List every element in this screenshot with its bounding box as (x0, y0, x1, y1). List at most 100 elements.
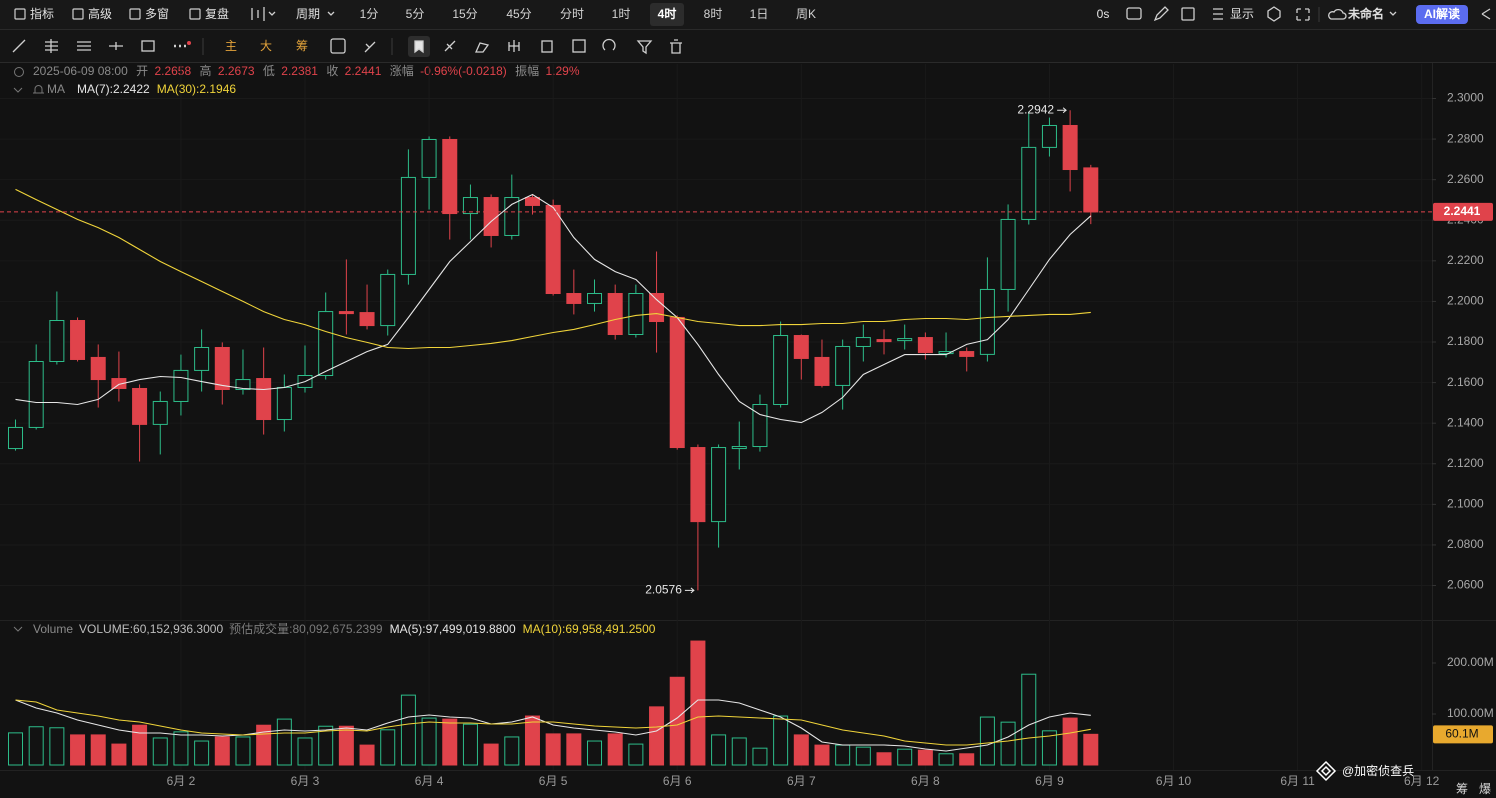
brush-tool[interactable] (474, 42, 490, 53)
extreme-label: 2.2942 (1017, 102, 1054, 116)
camera-icon[interactable] (1126, 7, 1142, 20)
interval-button[interactable]: 分时 (560, 7, 584, 21)
interval-button[interactable]: 4时 (658, 6, 677, 21)
volume-bar (28, 726, 44, 766)
indicator-button[interactable]: 主 (225, 39, 237, 53)
volume-bar (132, 724, 148, 766)
volume-bar (421, 717, 437, 766)
menu-button[interactable]: 指标 (30, 6, 54, 21)
sync-tool[interactable] (330, 38, 346, 54)
candle-body (897, 338, 913, 342)
fullscreen-icon[interactable] (1296, 8, 1310, 21)
menu-icon[interactable] (14, 8, 26, 20)
y-tick-label: 200.00M (1447, 655, 1494, 669)
layout-name[interactable]: 未命名 (1347, 6, 1384, 21)
interval-button[interactable]: 1日 (750, 7, 769, 21)
indicator-button[interactable]: 筹 (296, 39, 308, 53)
trend-line-tool[interactable] (12, 39, 26, 53)
menu-icon[interactable] (189, 8, 201, 20)
pattern-tool[interactable] (508, 40, 520, 52)
interval-button[interactable]: 周K (796, 7, 816, 21)
x-tick-label: 6月 2 (167, 774, 196, 788)
menu-icon[interactable] (72, 8, 84, 20)
info-icon[interactable] (14, 67, 24, 77)
candle-body (28, 360, 44, 428)
note-tool[interactable] (572, 39, 586, 53)
volume-bar (442, 718, 458, 766)
horizontal-line-tool[interactable] (109, 42, 123, 50)
collapse-icon[interactable] (13, 626, 23, 632)
cloud-icon[interactable] (1328, 8, 1347, 20)
interval-button[interactable]: 1时 (612, 7, 631, 21)
legend-title: MA (47, 82, 65, 96)
rectangle-tool[interactable] (141, 40, 155, 52)
watermark-logo (1315, 760, 1337, 782)
interval-button[interactable]: 45分 (506, 7, 531, 21)
menu-button[interactable]: 高级 (88, 6, 112, 21)
info-label: 高 (200, 63, 212, 78)
volume-bar (483, 743, 499, 766)
menu-icon[interactable] (129, 8, 141, 20)
labels: 2.30002.28002.26002.24002.22002.20002.18… (33, 82, 1494, 788)
lock-tool[interactable] (541, 40, 553, 53)
menu-button[interactable]: 复盘 (205, 6, 229, 21)
volume-bar (235, 736, 251, 766)
y-tick-label: 2.2800 (1447, 131, 1484, 145)
filter-tool[interactable] (636, 40, 653, 55)
candle-body (111, 378, 127, 389)
volume-bar (669, 676, 685, 766)
corner-tab[interactable]: 筹 (1456, 782, 1468, 796)
top-toolbar (0, 0, 1496, 29)
ohlc-info: 2025-06-09 08:00 开 2.2658 高 2.2673 低 2.2… (33, 63, 580, 78)
menu-button[interactable]: 多窗 (145, 7, 169, 21)
collapse-icon[interactable] (13, 87, 23, 93)
share-icon[interactable] (1481, 8, 1491, 20)
y-tick-label: 2.1000 (1447, 497, 1484, 511)
alert-icon[interactable] (33, 85, 44, 94)
ai-button[interactable]: AI解读 (1424, 6, 1460, 21)
display-button[interactable]: 显示 (1230, 7, 1254, 21)
dropdown-chevron[interactable] (268, 11, 276, 16)
candle-body (442, 138, 458, 215)
candle-body (338, 311, 354, 315)
pen-icon[interactable] (1153, 6, 1169, 22)
period-menu[interactable]: 周期 (296, 7, 320, 21)
candle-body (1083, 167, 1099, 213)
settings-icon[interactable] (1267, 6, 1281, 22)
volume-bar (814, 744, 830, 766)
interval-button[interactable]: 5分 (406, 7, 425, 21)
dropdown-chevron[interactable] (327, 11, 335, 16)
ma-line (15, 699, 1091, 752)
volume-bar (1021, 673, 1037, 766)
ai-button-bg[interactable] (1416, 5, 1468, 24)
dropdown-chevron[interactable] (1389, 11, 1397, 16)
candle-body (959, 351, 975, 357)
indicator-button[interactable]: 大 (260, 39, 272, 53)
display-icon[interactable] (1213, 8, 1223, 20)
x-tick-label: 6月 4 (415, 774, 444, 788)
volume-bar (1041, 730, 1057, 766)
volume-bar (566, 733, 582, 766)
parallel-tool[interactable] (45, 39, 58, 53)
hide-tool[interactable] (602, 38, 616, 51)
candle-body (855, 337, 871, 347)
alert-icon[interactable] (1181, 7, 1195, 21)
fib-tool[interactable] (77, 41, 91, 51)
info-label: 低 (263, 64, 275, 78)
delete-tool[interactable] (670, 39, 682, 54)
magnet-tool[interactable] (414, 40, 424, 54)
volume-bar (504, 736, 520, 766)
legend-title: Volume (33, 622, 73, 636)
corner-tab[interactable]: 爆 (1479, 782, 1491, 796)
y-tick-label: 2.1400 (1447, 415, 1484, 429)
ruler-tool[interactable] (444, 40, 456, 52)
candle-body (421, 138, 437, 178)
measure-tool[interactable] (364, 41, 376, 53)
interval-button[interactable]: 15分 (452, 7, 477, 21)
legend-entry: MA(10):69,958,491.2500 (523, 622, 656, 636)
interval-button[interactable]: 1分 (360, 7, 379, 21)
chart-style-icon[interactable] (251, 7, 265, 21)
ma-line (15, 188, 1091, 350)
info-value: -0.96%(-0.0218) (420, 64, 507, 78)
interval-button[interactable]: 8时 (704, 7, 723, 21)
